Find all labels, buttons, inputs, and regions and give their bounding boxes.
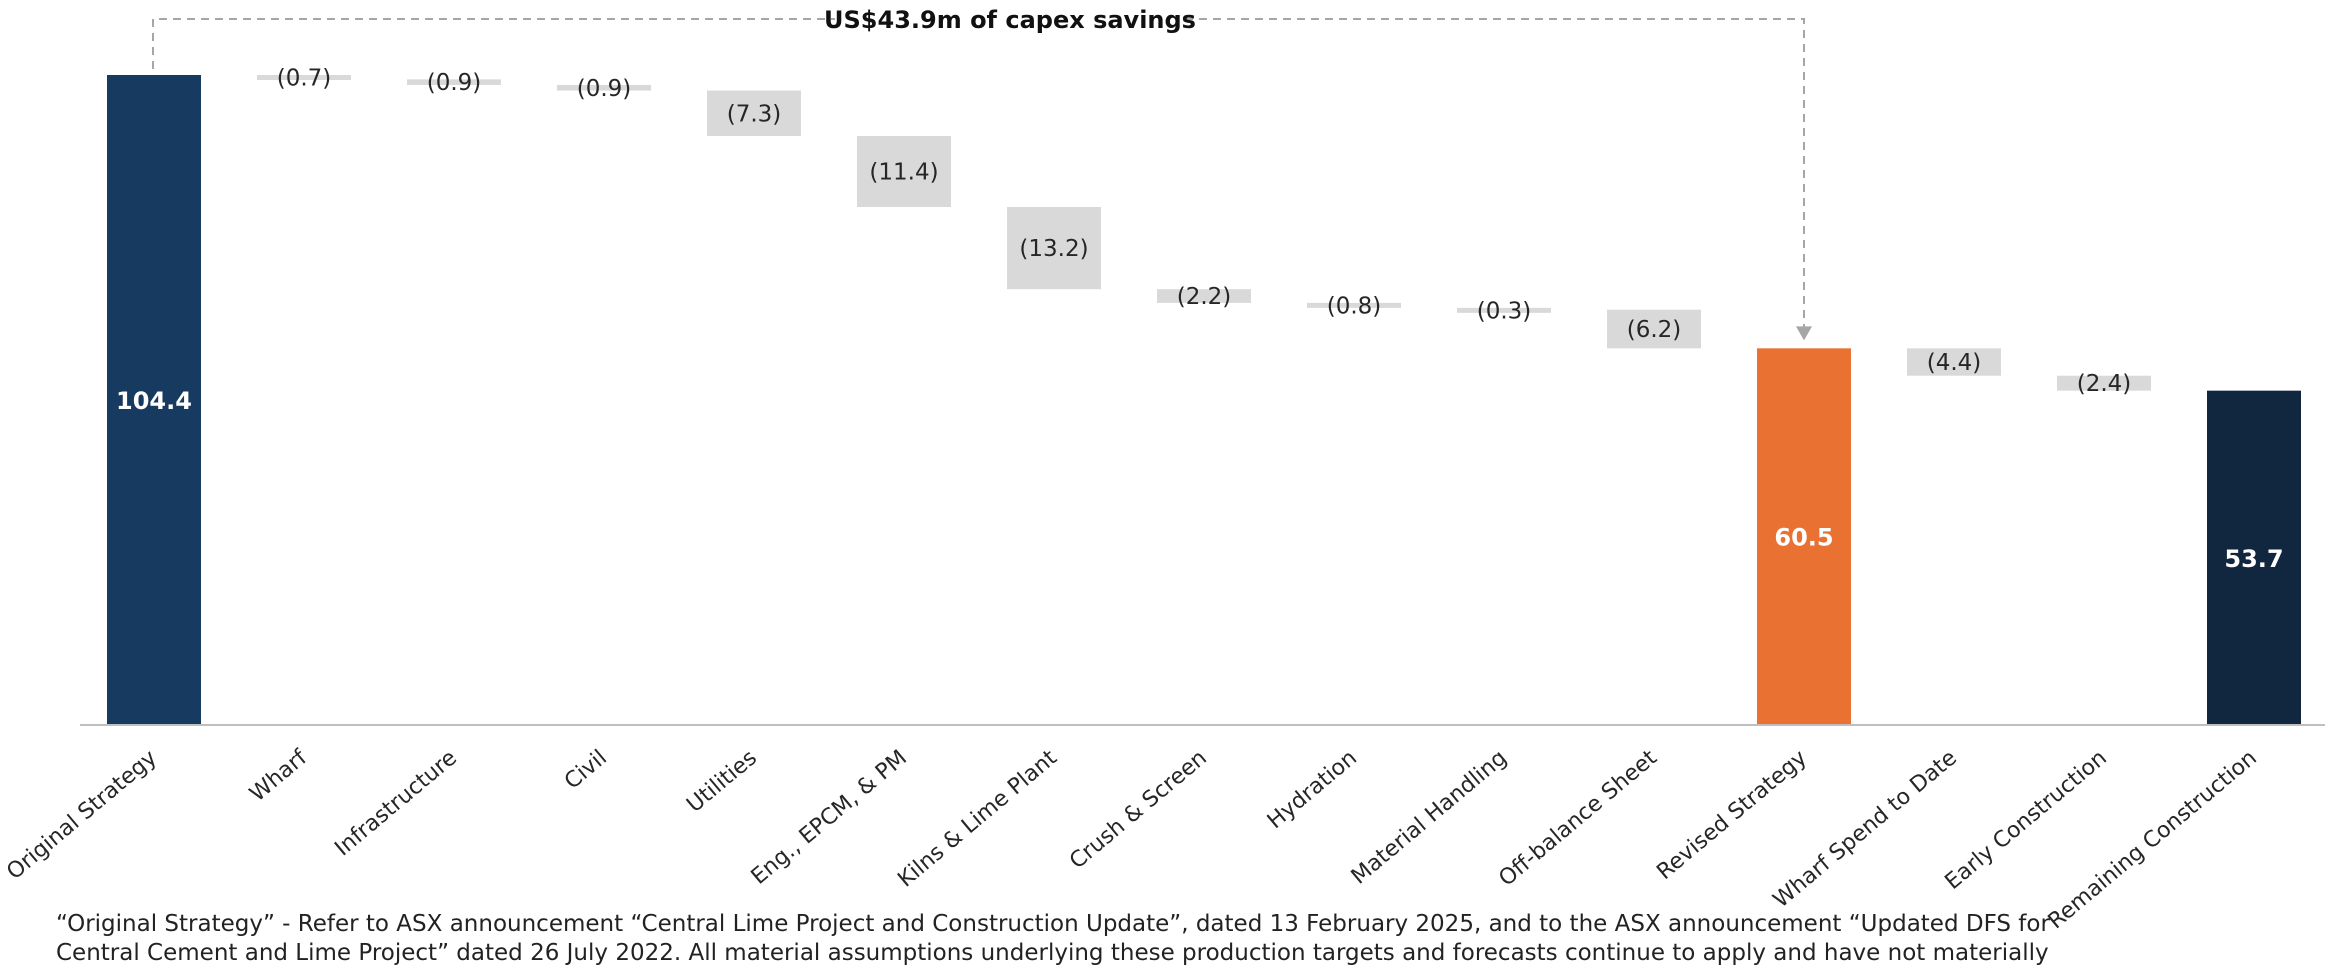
x-tick-original-strategy: Original Strategy [2, 745, 162, 885]
x-tick-hydration: Hydration [1263, 745, 1362, 834]
x-tick-material-handling: Material Handling [1347, 745, 1512, 889]
x-tick-eng-epcm-pm: Eng., EPCM, & PM [747, 745, 912, 889]
data-label-infrastructure: (0.9) [427, 70, 482, 96]
annotation-text: US$43.9m of capex savings [824, 6, 1196, 34]
bar-crush-screen [1157, 289, 1251, 303]
bar-revised-strategy [1757, 348, 1851, 725]
data-label-wharf: (0.7) [277, 66, 332, 92]
data-label-revised-strategy: 60.5 [1774, 524, 1833, 552]
data-label-civil: (0.9) [577, 76, 632, 102]
bar-original-strategy [107, 75, 201, 725]
data-label-remaining-construction: 53.7 [2224, 545, 2283, 573]
footnote: “Original Strategy” - Refer to ASX annou… [56, 911, 2050, 966]
data-label-early-construction: (2.4) [2077, 371, 2132, 397]
bar-wharf-spend-to-date [1907, 348, 2001, 376]
bar-off-balance-sheet [1607, 309, 1701, 349]
x-tick-civil: Civil [560, 745, 612, 794]
x-tick-crush-screen: Crush & Screen [1065, 745, 1212, 874]
bar-wharf [257, 75, 351, 80]
bar-civil [557, 84, 651, 91]
data-label-eng-epcm-pm: (11.4) [869, 160, 938, 186]
bar-material-handling [1457, 307, 1551, 313]
data-label-hydration: (0.8) [1327, 293, 1382, 319]
bar-remaining-construction [2207, 390, 2301, 725]
bar-infrastructure [407, 79, 501, 85]
x-tick-infrastructure: Infrastructure [330, 745, 461, 861]
annotation-arrow-head [1796, 326, 1812, 341]
x-tick-labels-layer: Original Strategy Wharf Infrastructure Civi… [2, 745, 2262, 935]
x-tick-utilities: Utilities [682, 745, 762, 817]
x-tick-off-balance-sheet: Off-balance Sheet [1494, 745, 1662, 891]
bar-early-construction [2057, 375, 2151, 391]
data-label-crush-screen: (2.2) [1177, 284, 1232, 310]
data-label-wharf-spend-to-date: (4.4) [1927, 350, 1982, 376]
bar-hydration [1307, 302, 1401, 308]
data-label-material-handling: (0.3) [1477, 298, 1532, 324]
annotation-bracket-left [152, 18, 835, 69]
bar-kilns-lime-plant [1007, 206, 1101, 290]
x-tick-early-construction: Early Construction [1941, 745, 2112, 894]
bar-eng-epcm-pm [857, 136, 951, 207]
data-label-kilns-lime-plant: (13.2) [1019, 236, 1088, 262]
data-labels-layer: 104.4 (0.7) (0.9) (0.9) (7.3) (11.4) (13.2) (2.… [116, 66, 2284, 573]
data-label-off-balance-sheet: (6.2) [1627, 317, 1682, 343]
x-tick-wharf: Wharf [245, 745, 313, 807]
bars-layer [107, 75, 2301, 725]
annotation-bracket-right [1185, 18, 1805, 329]
x-tick-kilns-lime-plant: Kilns & Lime Plant [893, 745, 1062, 892]
data-label-utilities: (7.3) [727, 101, 782, 127]
bar-utilities [707, 90, 801, 137]
savings-annotation: US$43.9m of capex savings [152, 6, 1812, 341]
data-label-original-strategy: 104.4 [116, 387, 192, 415]
x-tick-revised-strategy: Revised Strategy [1652, 745, 1811, 884]
